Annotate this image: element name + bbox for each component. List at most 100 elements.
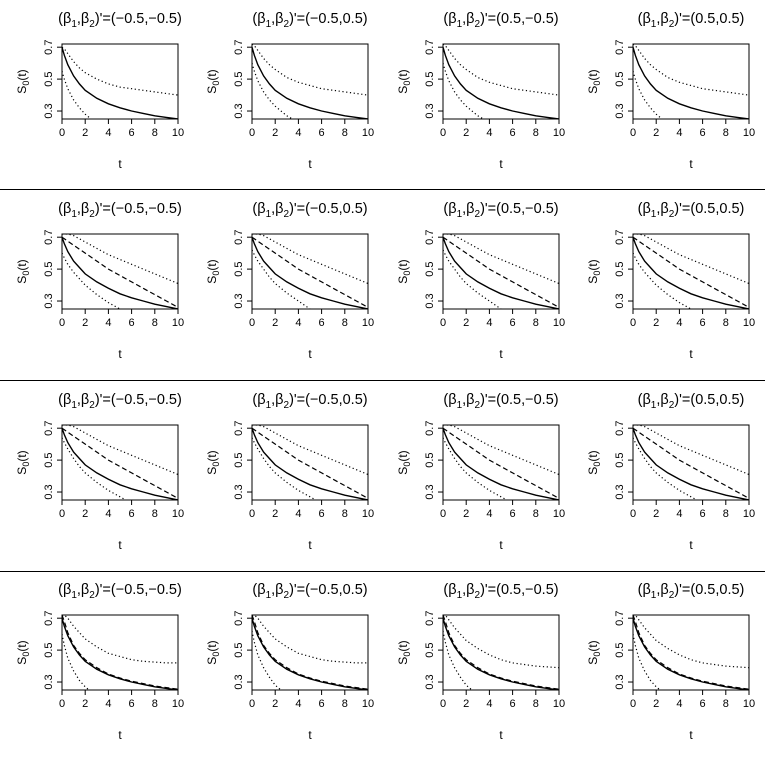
x-axis-label: t — [308, 157, 312, 171]
x-tick-label: 10 — [362, 698, 374, 710]
y-tick-label: 0.7 — [424, 230, 436, 245]
title-part: ,β — [656, 201, 668, 217]
x-tick-label: 8 — [152, 317, 158, 329]
title-part: ,β — [77, 582, 89, 598]
x-tick-label: 4 — [105, 698, 111, 710]
x-axis-label: t — [499, 728, 503, 742]
y-tick-label: 0.5 — [424, 452, 436, 467]
y-tick-label: 0.7 — [424, 611, 436, 626]
y-tick-label: 0.5 — [614, 71, 626, 86]
y-tick-label: 0.7 — [614, 230, 626, 245]
x-tick-label: 0 — [440, 127, 446, 139]
title-part: (β — [638, 11, 651, 27]
y-axis-label: S0(t) — [396, 450, 412, 474]
x-tick-label: 0 — [249, 317, 255, 329]
title-part: (β — [443, 392, 456, 408]
y-label-main: S — [586, 467, 600, 475]
y-tick-label: 0.7 — [233, 611, 245, 626]
title-part: )'=(0.5,−0.5) — [480, 392, 559, 408]
title-subscript: 1 — [266, 590, 272, 601]
y-tick-label: 0.7 — [614, 40, 626, 55]
series-dotted-2 — [633, 615, 749, 669]
series-solid-0 — [62, 236, 178, 309]
y-tick-label: 0.7 — [614, 421, 626, 436]
y-axis-label: S0(t) — [586, 259, 602, 283]
x-tick-label: 2 — [463, 317, 469, 329]
series-solid-0 — [252, 427, 368, 500]
title-subscript: 2 — [89, 400, 95, 411]
x-tick-label: 6 — [510, 698, 516, 710]
x-tick-label: 6 — [700, 508, 706, 520]
y-axis-label: S0(t) — [396, 640, 412, 664]
title-subscript: 2 — [284, 19, 290, 30]
title-part: (β — [252, 201, 265, 217]
series-dotted-3 — [252, 630, 282, 690]
y-label-arg: (t) — [205, 450, 219, 461]
panel-title: (β1,β2)'=(0.5,0.5) — [638, 11, 745, 30]
row-separator-2 — [0, 380, 765, 381]
x-tick-label: 6 — [319, 317, 325, 329]
series-solid-0 — [62, 427, 178, 500]
y-tick-label: 0.3 — [614, 293, 626, 308]
title-part: ,β — [77, 11, 89, 27]
x-tick-label: 8 — [342, 698, 348, 710]
title-part: ,β — [462, 582, 474, 598]
y-label-subscript: 0 — [211, 81, 221, 86]
x-tick-label: 2 — [272, 317, 278, 329]
y-tick-label: 0.7 — [233, 421, 245, 436]
x-tick-label: 6 — [129, 508, 135, 520]
title-part: (β — [443, 11, 456, 27]
series-dashed-1 — [62, 427, 178, 499]
y-tick-label: 0.3 — [43, 103, 55, 118]
x-tick-label: 2 — [463, 508, 469, 520]
y-axis-label: S0(t) — [586, 450, 602, 474]
y-axis-label: S0(t) — [586, 640, 602, 664]
plot-frame — [251, 614, 369, 691]
x-tick-label: 2 — [272, 127, 278, 139]
title-subscript: 1 — [266, 19, 272, 30]
y-axis-label: S0(t) — [15, 69, 31, 93]
series-dashed-1 — [443, 615, 559, 690]
x-tick-label: 0 — [630, 698, 636, 710]
y-tick-label: 0.5 — [43, 452, 55, 467]
y-tick-label: 0.5 — [424, 71, 436, 86]
y-tick-label: 0.5 — [233, 71, 245, 86]
panel-title: (β1,β2)'=(0.5,0.5) — [638, 582, 745, 601]
x-tick-label: 4 — [295, 127, 301, 139]
x-tick-label: 4 — [486, 508, 492, 520]
y-label-arg: (t) — [586, 69, 600, 80]
x-tick-label: 4 — [486, 317, 492, 329]
title-part: ,β — [271, 11, 283, 27]
x-tick-label: 4 — [295, 508, 301, 520]
x-tick-label: 10 — [172, 698, 184, 710]
x-axis-label: t — [689, 728, 693, 742]
y-axis-label: S0(t) — [205, 450, 221, 474]
series-dotted-2 — [62, 615, 178, 664]
title-part: ,β — [271, 201, 283, 217]
y-tick-label: 0.5 — [424, 261, 436, 276]
x-tick-label: 10 — [553, 698, 565, 710]
y-tick-label: 0.5 — [614, 452, 626, 467]
series-solid-0 — [252, 618, 368, 690]
x-tick-label: 0 — [440, 508, 446, 520]
y-label-main: S — [586, 657, 600, 665]
x-tick-label: 6 — [129, 317, 135, 329]
x-tick-label: 10 — [743, 127, 755, 139]
y-label-arg: (t) — [586, 640, 600, 651]
x-tick-label: 2 — [463, 698, 469, 710]
y-label-main: S — [15, 657, 29, 665]
y-label-subscript: 0 — [21, 271, 31, 276]
series-dotted-2 — [443, 234, 559, 285]
x-tick-label: 2 — [272, 508, 278, 520]
x-tick-label: 10 — [743, 698, 755, 710]
x-tick-label: 4 — [105, 127, 111, 139]
title-part: )'=(−0.5,−0.5) — [95, 201, 182, 217]
plot-frame — [61, 233, 179, 310]
panel-r3c1: (β1,β2)'=(−0.5,−0.5)0 2 4 6 8 100.30.50.7tS0(… — [15, 392, 184, 552]
panel-title: (β1,β2)'=(0.5,−0.5) — [443, 582, 558, 601]
y-label-arg: (t) — [205, 640, 219, 651]
series-dotted-1 — [443, 44, 559, 96]
y-label-arg: (t) — [586, 450, 600, 461]
y-tick-label: 0.5 — [424, 642, 436, 657]
x-tick-label: 4 — [676, 698, 682, 710]
